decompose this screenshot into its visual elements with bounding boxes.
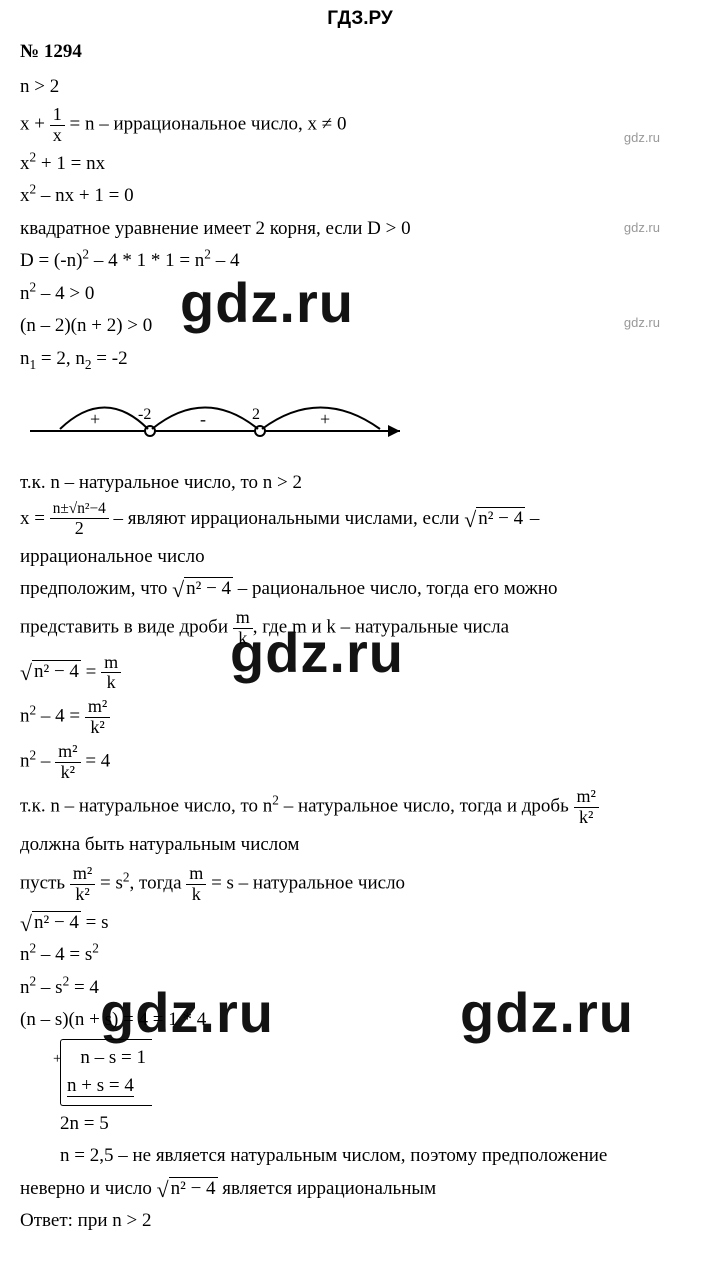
t: x = xyxy=(20,508,50,529)
t: – являют иррациональными числами, если xyxy=(109,508,464,529)
t: – рациональное число, тогда его можно xyxy=(233,578,558,599)
sqrt: n² − 4 xyxy=(464,505,525,534)
t: n xyxy=(20,751,30,772)
t: пусть xyxy=(20,873,70,894)
t: + 1 = nx xyxy=(36,153,105,174)
number-line-diagram: + - + -2 2 xyxy=(20,381,700,461)
t: n xyxy=(20,706,30,727)
answer-line: Ответ: при n > 2 xyxy=(20,1207,700,1236)
sqrt: n² − 4 xyxy=(20,658,81,687)
t: – 4 = xyxy=(36,706,85,727)
text-line: n1 = 2, n2 = -2 xyxy=(20,345,700,374)
t: – s xyxy=(36,977,62,998)
text-line: n2 – 4 = m²k² xyxy=(20,697,700,738)
sqrt: n² − 4 xyxy=(172,575,233,604)
fraction: m²k² xyxy=(55,742,80,783)
solution-body: № 1294 n > 2 x + 1x = n – иррациональное… xyxy=(0,34,720,1260)
t: – натуральное число, тогда и дробь xyxy=(279,795,574,816)
svg-text:-: - xyxy=(200,409,206,429)
text-line: (n – s)(n + s) = 4 = 1 * 4 xyxy=(20,1006,700,1035)
fraction: m²k² xyxy=(85,697,110,738)
text-line: предположим, что n² − 4 – рациональное ч… xyxy=(20,575,700,604)
t: – 4 * 1 * 1 = n xyxy=(89,250,204,271)
t: = n – иррациональное число, x ≠ 0 xyxy=(65,114,347,135)
text-line: D = (-n)2 – 4 * 1 * 1 = n2 – 4 xyxy=(20,247,700,276)
text-line: неверно и число n² − 4 является иррацион… xyxy=(20,1175,700,1204)
text-line: x + 1x = n – иррациональное число, x ≠ 0 xyxy=(20,105,700,146)
t: , тогда xyxy=(130,873,187,894)
equation-system: + n – s = 1 n + s = 4 xyxy=(20,1039,700,1106)
t: представить в виде дроби xyxy=(20,617,233,638)
t: = s – натуральное число xyxy=(206,873,405,894)
t: n xyxy=(20,348,30,369)
plus-sign: + xyxy=(53,1050,62,1067)
t: – 4 xyxy=(211,250,240,271)
text-line: n2 – m²k² = 4 xyxy=(20,742,700,783)
t: = 2, n xyxy=(36,348,85,369)
fraction: n±√n²−42 xyxy=(50,501,109,539)
text-line: квадратное уравнение имеет 2 корня, если… xyxy=(20,215,700,244)
t: x + xyxy=(20,114,50,135)
t: – nx + 1 = 0 xyxy=(36,185,133,206)
eq2: n + s = 4 xyxy=(67,1075,134,1097)
site-header: ГДЗ.РУ xyxy=(0,0,720,34)
t: , где m и k – натуральные числа xyxy=(253,617,509,638)
t: n xyxy=(20,977,30,998)
text-line: т.к. n – натуральное число, то n2 – нату… xyxy=(20,787,700,828)
text-line: представить в виде дроби mk, где m и k –… xyxy=(20,608,700,649)
t: – xyxy=(525,508,539,529)
svg-text:+: + xyxy=(90,409,100,429)
text-line: n2 – s2 = 4 xyxy=(20,974,700,1003)
t: = 4 xyxy=(81,751,111,772)
text-line: n > 2 xyxy=(20,73,700,102)
fraction: m²k² xyxy=(574,787,599,828)
t: – 4 > 0 xyxy=(36,283,94,304)
fraction: m²k² xyxy=(70,864,95,905)
text-line: n = 2,5 – не является натуральным числом… xyxy=(60,1142,700,1171)
svg-text:-2: -2 xyxy=(138,406,151,423)
text-line: x2 – nx + 1 = 0 xyxy=(20,182,700,211)
t: неверно и число xyxy=(20,1178,157,1199)
t: предположим, что xyxy=(20,578,172,599)
t: является иррациональным xyxy=(218,1178,437,1199)
text-line: n² − 4 = mk xyxy=(20,653,700,694)
text-line: иррациональное число xyxy=(20,543,700,572)
t: n xyxy=(20,944,30,965)
fraction: mk xyxy=(233,608,253,649)
t: – 4 = s xyxy=(36,944,92,965)
t: D = (-n) xyxy=(20,250,82,271)
t: т.к. n – натуральное число, то n xyxy=(20,795,272,816)
fraction: mk xyxy=(186,864,206,905)
t: = xyxy=(81,661,101,682)
sqrt: n² − 4 xyxy=(20,909,81,938)
text-line: должна быть натуральным числом xyxy=(20,831,700,860)
problem-number: № 1294 xyxy=(20,38,700,67)
text-line: n2 – 4 = s2 xyxy=(20,941,700,970)
svg-text:+: + xyxy=(320,409,330,429)
text-line: 2n = 5 xyxy=(60,1110,700,1139)
t: – xyxy=(36,751,55,772)
t: n xyxy=(20,283,30,304)
text-line: n² − 4 = s xyxy=(20,909,700,938)
text-line: (n – 2)(n + 2) > 0 xyxy=(20,312,700,341)
t: = -2 xyxy=(92,348,128,369)
text-line: x2 + 1 = nx xyxy=(20,150,700,179)
t: = 4 xyxy=(69,977,99,998)
t: = s xyxy=(95,873,123,894)
text-line: n2 – 4 > 0 xyxy=(20,280,700,309)
svg-text:2: 2 xyxy=(252,406,260,423)
text-line: т.к. n – натуральное число, то n > 2 xyxy=(20,469,700,498)
text-line: x = n±√n²−42 – являют иррациональными чи… xyxy=(20,501,700,539)
fraction: mk xyxy=(101,653,121,694)
fraction: 1x xyxy=(50,105,65,146)
t: = s xyxy=(81,912,109,933)
text-line: пусть m²k² = s2, тогда mk = s – натураль… xyxy=(20,864,700,905)
eq1: n – s = 1 xyxy=(80,1047,146,1068)
sqrt: n² − 4 xyxy=(157,1175,218,1204)
